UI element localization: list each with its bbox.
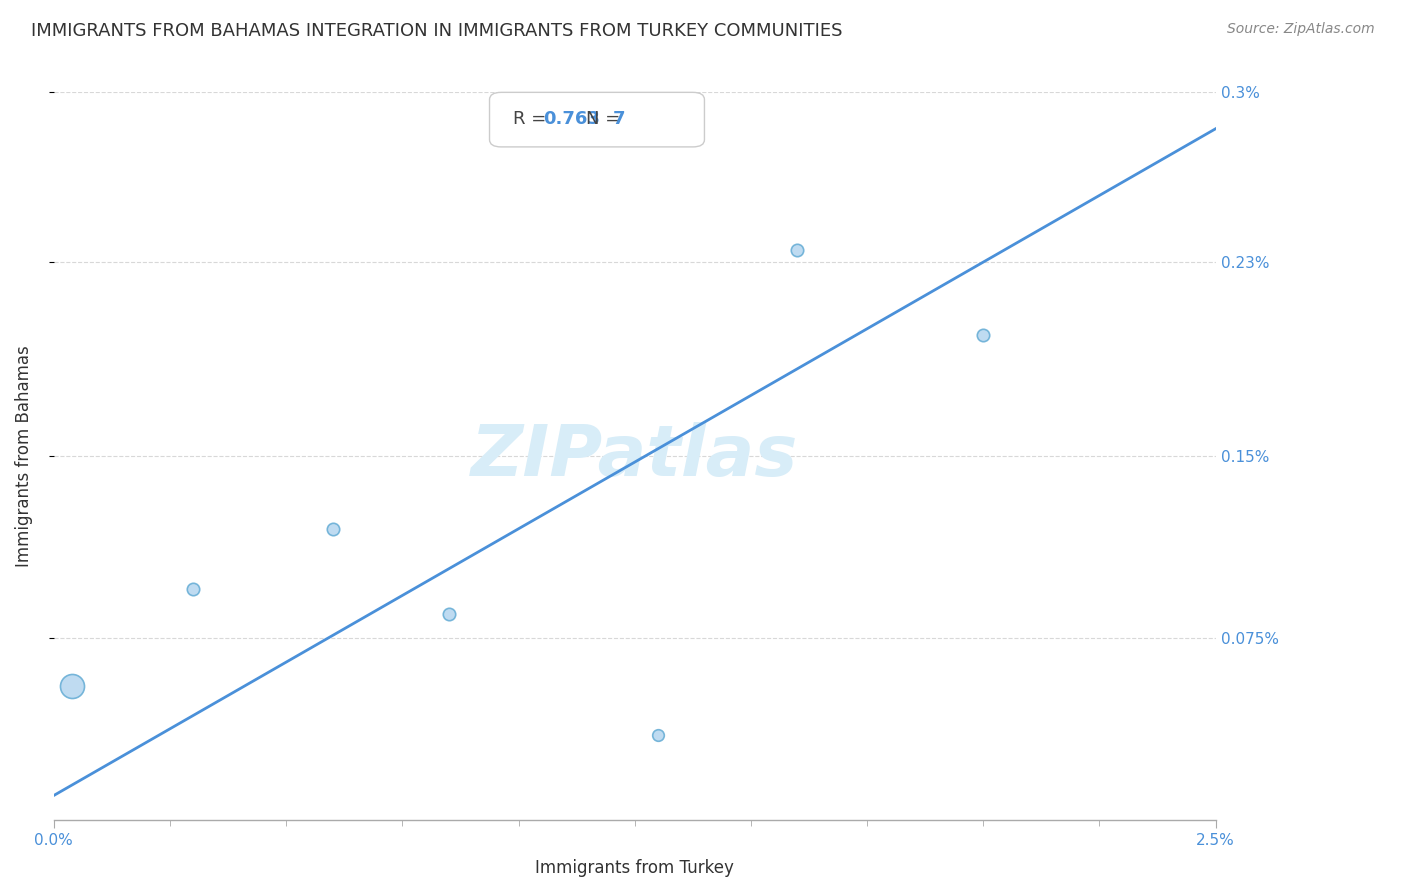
Text: 0.763: 0.763 <box>543 111 600 128</box>
Text: 7: 7 <box>613 111 626 128</box>
Point <box>972 327 994 342</box>
Text: N =: N = <box>586 111 626 128</box>
Point <box>181 582 204 597</box>
Point <box>786 243 808 257</box>
Text: Source: ZipAtlas.com: Source: ZipAtlas.com <box>1227 22 1375 37</box>
Text: ZIPatlas: ZIPatlas <box>471 422 799 491</box>
Point <box>62 679 84 693</box>
Text: IMMIGRANTS FROM BAHAMAS INTEGRATION IN IMMIGRANTS FROM TURKEY COMMUNITIES: IMMIGRANTS FROM BAHAMAS INTEGRATION IN I… <box>31 22 842 40</box>
X-axis label: Immigrants from Turkey: Immigrants from Turkey <box>536 859 734 877</box>
Point <box>437 607 460 621</box>
Y-axis label: Immigrants from Bahamas: Immigrants from Bahamas <box>15 345 32 567</box>
Text: R =: R = <box>513 111 551 128</box>
FancyBboxPatch shape <box>489 93 704 147</box>
Point <box>647 728 669 742</box>
Point <box>322 522 344 536</box>
